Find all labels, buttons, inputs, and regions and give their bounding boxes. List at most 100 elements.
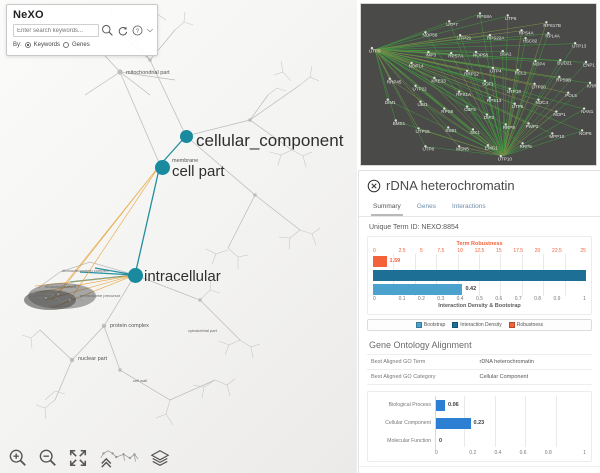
radio-genes[interactable] — [63, 42, 70, 48]
gene-node[interactable] — [394, 119, 397, 122]
gene-node[interactable] — [483, 79, 487, 83]
layers-icon[interactable] — [150, 448, 170, 468]
gene-node[interactable] — [506, 14, 509, 17]
search-panel[interactable]: NeXO ? By: Keywords — [6, 4, 158, 56]
gene-node[interactable] — [448, 20, 451, 23]
gene-node[interactable] — [582, 107, 586, 110]
search-input[interactable] — [13, 24, 99, 37]
gene-node[interactable] — [478, 12, 482, 15]
tab-genes[interactable]: Genes — [416, 203, 436, 210]
gene-node[interactable] — [499, 154, 502, 158]
bar-robustness[interactable] — [373, 255, 387, 267]
tab-summary[interactable]: Summary — [371, 200, 403, 216]
gene-node[interactable] — [457, 145, 461, 148]
bar-row-robustness[interactable]: 1.59 — [373, 254, 586, 268]
zoom-in-icon[interactable] — [8, 448, 28, 468]
gene-node[interactable] — [488, 96, 492, 99]
tree-toolbar[interactable] — [0, 442, 357, 473]
gene-node[interactable] — [555, 110, 558, 113]
gene-node[interactable] — [551, 132, 554, 135]
gene-node[interactable] — [386, 98, 389, 101]
gene-node[interactable] — [450, 51, 453, 55]
zoom-out-icon[interactable] — [38, 448, 58, 468]
gene-node[interactable] — [424, 145, 427, 148]
fit-screen-icon[interactable] — [68, 448, 88, 468]
gene-network-graph[interactable]: UTP9 UTP7 RPS8A UTP6 RPS17B NOP56 UTP21 RPS22A R… — [361, 4, 596, 166]
gene-node[interactable] — [567, 91, 570, 94]
radio-keywords[interactable] — [24, 42, 31, 48]
gene-node[interactable] — [424, 31, 427, 34]
search-row[interactable]: ? — [13, 24, 154, 37]
go-bar-row-cellular-component[interactable]: Cellular Component 0.23 — [373, 414, 586, 432]
gene-node[interactable] — [410, 61, 413, 65]
gene-node[interactable] — [580, 129, 584, 132]
gene-node[interactable] — [520, 29, 523, 32]
tree-hub-cell-part[interactable] — [155, 160, 170, 175]
refresh-icon[interactable] — [116, 24, 129, 37]
gene-node[interactable] — [584, 60, 588, 64]
gene-node[interactable] — [521, 142, 524, 145]
gene-node[interactable] — [588, 81, 592, 85]
gene-node[interactable] — [427, 50, 430, 54]
tree-hub-cellular-component[interactable] — [180, 130, 193, 143]
bar-row-bootstrap[interactable]: 0.42 — [373, 282, 586, 296]
go-bar-cellular-component[interactable] — [436, 417, 471, 429]
gene-node[interactable] — [443, 107, 446, 110]
bar-bootstrap[interactable] — [373, 283, 463, 295]
ontology-tree-graph[interactable] — [0, 0, 357, 473]
gene-node[interactable] — [388, 77, 391, 81]
help-icon[interactable]: ? — [131, 24, 144, 37]
gene-node[interactable] — [537, 98, 540, 101]
gene-network-panel[interactable]: UTP9 UTP7 RPS8A UTP6 RPS17B NOP56 UTP21 RPS22A R… — [360, 3, 597, 166]
collapse-network-icon[interactable] — [98, 448, 140, 468]
legend-item-robustness[interactable]: Robustness — [508, 322, 543, 328]
gene-node[interactable] — [471, 128, 475, 131]
gene-node[interactable] — [417, 127, 420, 130]
gene-node[interactable] — [545, 21, 548, 24]
gene-node[interactable] — [419, 100, 422, 103]
gene-node[interactable] — [504, 123, 507, 126]
go-bar-row-biological-process[interactable]: Biological Process 0.06 — [373, 396, 586, 414]
gene-node[interactable] — [458, 34, 462, 37]
tree-hub-intracellular[interactable] — [128, 268, 143, 283]
gene-node[interactable] — [370, 46, 374, 50]
search-icon[interactable] — [101, 24, 114, 37]
legend-item-bootstrap[interactable]: Bootstrap — [415, 322, 445, 328]
gene-node[interactable] — [488, 34, 492, 37]
legend-item-interaction-density[interactable]: Interaction Density — [452, 322, 502, 328]
term-detail-panel[interactable]: rDNA heterochromatin Summary Genes Inter… — [358, 170, 600, 473]
tab-interactions[interactable]: Interactions — [451, 203, 486, 210]
gene-node[interactable] — [534, 59, 537, 63]
gene-node[interactable] — [465, 69, 469, 73]
gene-node[interactable] — [524, 37, 527, 40]
bar-row-interaction-density[interactable] — [373, 268, 586, 282]
gene-node[interactable] — [501, 49, 504, 53]
ontology-tree-panel[interactable]: cellular_component cell part intracellul… — [0, 0, 357, 473]
detail-tabs[interactable]: Summary Genes Interactions — [359, 197, 600, 217]
gene-node[interactable] — [433, 76, 436, 80]
gene-node[interactable] — [457, 90, 461, 93]
gene-node[interactable] — [465, 105, 469, 108]
gene-node[interactable] — [474, 50, 478, 54]
gene-node[interactable] — [485, 113, 489, 116]
gene-node[interactable] — [513, 102, 516, 105]
chevron-down-icon[interactable] — [146, 24, 154, 37]
go-bar-row-molecular-function[interactable]: Molecular Function 0 — [373, 432, 586, 450]
gene-node[interactable] — [447, 126, 450, 129]
gene-node[interactable] — [547, 32, 550, 35]
gene-node[interactable] — [508, 87, 511, 90]
go-value-molecular-function: 0 — [439, 438, 443, 444]
close-icon[interactable] — [367, 179, 381, 193]
gene-node[interactable] — [414, 84, 417, 87]
bar-interaction-density[interactable] — [373, 269, 586, 281]
gene-node[interactable] — [559, 58, 562, 62]
gene-node[interactable] — [573, 41, 577, 45]
go-bar-biological-process[interactable] — [436, 399, 445, 411]
search-by-row[interactable]: By: Keywords Genes — [13, 42, 151, 48]
gene-node[interactable] — [558, 75, 561, 79]
gene-node[interactable] — [491, 66, 495, 70]
gene-node[interactable] — [527, 122, 530, 125]
gene-node[interactable] — [486, 144, 490, 147]
gene-node[interactable] — [516, 68, 519, 72]
gene-node[interactable] — [533, 82, 536, 86]
